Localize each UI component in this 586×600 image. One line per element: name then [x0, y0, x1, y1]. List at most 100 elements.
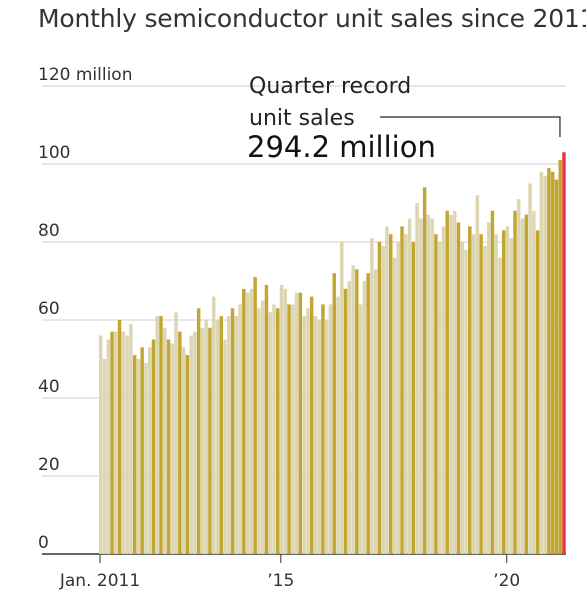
annotation-line-2: unit sales	[249, 106, 355, 131]
bar	[294, 292, 299, 554]
bar	[347, 281, 352, 554]
bar	[321, 304, 325, 554]
bar	[223, 339, 227, 554]
bar	[264, 284, 269, 554]
bar	[471, 234, 476, 554]
bar	[453, 210, 457, 555]
bar	[456, 222, 461, 554]
bar	[509, 238, 513, 554]
bar	[132, 355, 137, 554]
bar	[102, 359, 107, 554]
bar-record	[562, 152, 566, 555]
bar	[498, 257, 502, 554]
bar	[204, 320, 208, 554]
bar	[370, 238, 374, 554]
bar	[385, 226, 389, 554]
bar	[490, 210, 495, 555]
bar	[155, 316, 159, 554]
bar	[441, 226, 446, 554]
bar	[513, 210, 517, 555]
bar	[411, 242, 416, 554]
bar	[196, 308, 201, 554]
bar	[392, 257, 397, 554]
bar	[291, 304, 295, 554]
bar	[219, 316, 223, 554]
bar	[249, 288, 254, 554]
bar	[309, 296, 314, 554]
bar	[449, 214, 453, 554]
annotation-leader-line	[380, 116, 561, 137]
bar	[543, 175, 547, 554]
bar	[245, 292, 250, 554]
y-tick-label: 100	[38, 143, 70, 163]
bar	[260, 300, 265, 554]
bar	[550, 171, 555, 555]
bar	[242, 288, 246, 554]
bar	[351, 265, 355, 554]
annotation-value: 294.2 million	[247, 130, 436, 164]
bar	[129, 323, 133, 554]
bar	[396, 242, 400, 554]
bar	[163, 327, 167, 554]
bar	[215, 320, 220, 554]
bar	[460, 242, 465, 554]
bar	[373, 269, 378, 554]
bar	[494, 234, 498, 554]
bar	[147, 347, 152, 554]
bar	[532, 210, 536, 555]
y-tick-label: 120 million	[38, 65, 132, 85]
bar	[298, 292, 303, 554]
bar	[121, 331, 126, 554]
y-tick-label: 20	[38, 455, 60, 475]
bar	[404, 234, 408, 554]
bar	[230, 308, 235, 554]
bar	[422, 187, 427, 554]
bar	[517, 199, 521, 554]
bar	[283, 288, 288, 554]
bar	[181, 347, 186, 554]
bar	[464, 249, 468, 555]
bar	[279, 284, 284, 554]
bar	[136, 359, 141, 554]
bar	[99, 335, 103, 554]
bar	[434, 234, 438, 554]
bar	[193, 331, 197, 554]
bar	[208, 327, 212, 554]
bar	[505, 226, 510, 554]
bar	[377, 242, 382, 554]
bar	[415, 203, 419, 554]
x-tick-label: ’15	[267, 571, 294, 591]
bar	[426, 214, 431, 554]
bar	[227, 316, 231, 554]
bar	[317, 320, 321, 554]
bar	[558, 160, 562, 554]
bar	[366, 273, 370, 554]
bar	[332, 273, 336, 554]
bar	[110, 331, 114, 554]
bar	[313, 316, 318, 554]
bar	[159, 316, 163, 554]
bar	[151, 339, 156, 554]
y-tick-label: 80	[38, 221, 60, 241]
bar	[178, 331, 182, 554]
annotation-line-1: Quarter record	[249, 74, 411, 99]
y-tick-label: 40	[38, 377, 60, 397]
bar	[324, 320, 329, 554]
bar	[302, 316, 306, 554]
bar	[200, 327, 205, 554]
bar	[144, 362, 148, 554]
bar	[340, 242, 344, 554]
y-tick-label: 60	[38, 299, 60, 319]
chart-title: Monthly semiconductor unit sales since 2…	[38, 4, 586, 33]
bar	[174, 312, 178, 554]
bar	[362, 281, 367, 554]
bar	[276, 308, 280, 554]
bar	[238, 304, 242, 554]
bar	[272, 304, 276, 554]
bar	[547, 167, 551, 554]
tick-labels: 0 20 40 60 80 100 120 million Jan. 2011 ’15 ’20	[38, 65, 520, 591]
bar	[554, 179, 559, 554]
bar	[524, 214, 529, 554]
